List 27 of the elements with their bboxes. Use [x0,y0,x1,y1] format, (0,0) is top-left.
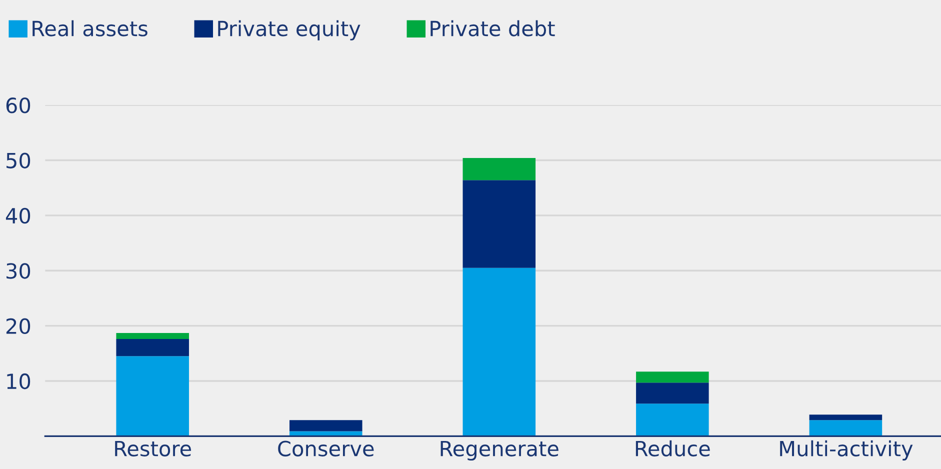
bar [116,356,189,436]
bar [636,404,709,436]
bar [462,158,536,180]
bar [116,332,189,340]
y-tick-label: 30 [6,263,30,279]
bar [636,382,709,404]
x-tick-label: Multi-activity [780,440,913,460]
bar [462,180,536,268]
y-tick-label: 60 [6,98,30,114]
y-tick-label: 10 [7,373,30,390]
legend-label: Real assets [32,20,148,36]
bar [636,372,709,383]
bar [809,414,882,420]
x-tick-label: Regenerate [440,440,558,460]
bar [809,420,882,436]
bar [116,339,189,356]
bar [289,431,362,436]
y-tick-label: 50 [6,152,30,168]
x-tick-label: Conserve [278,440,374,456]
y-tick-label: 20 [6,318,30,334]
y-tick-label: 40 [6,208,30,224]
bar [462,268,536,436]
x-tick-label: Restore [115,440,192,456]
legend-label: Private equity [218,20,360,40]
legend-label: Private debt [430,20,555,36]
bar [289,420,362,432]
x-tick-label: Reduce [636,440,710,456]
